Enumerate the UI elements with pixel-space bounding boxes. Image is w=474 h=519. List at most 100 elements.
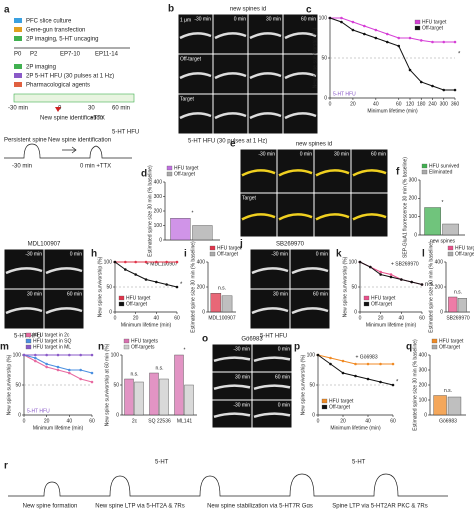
y-tick-label: 50 <box>106 284 112 290</box>
point <box>155 260 158 264</box>
point <box>389 275 393 279</box>
legend-label: HFU target <box>126 295 151 301</box>
point <box>442 88 446 92</box>
series-line <box>329 17 455 91</box>
point <box>90 380 94 384</box>
time-label: -30 min <box>194 16 211 22</box>
legend: 5-HT HFU (30 pulses at 1 Hz) <box>188 139 267 145</box>
dendrite <box>179 32 212 40</box>
step: PFC slice culture <box>26 19 72 25</box>
point <box>165 283 168 286</box>
step: Gene-gun transfection <box>26 28 85 34</box>
legend-label: Off-target <box>126 301 148 307</box>
dendrite <box>284 32 317 40</box>
step-swatch <box>14 18 22 23</box>
dendrite <box>278 169 313 177</box>
legend-swatch <box>166 165 173 171</box>
point <box>453 88 457 92</box>
point <box>68 353 71 357</box>
y-tick-label: 0 <box>324 95 327 101</box>
y-tick-label: 400 <box>197 259 206 265</box>
annotation: * <box>180 282 183 288</box>
note: 5-HT HFU <box>333 91 356 97</box>
y-tick-label: 300 <box>419 367 428 373</box>
panel-title: Gö6983 <box>241 337 263 343</box>
y-tick-label: 0 <box>116 412 119 418</box>
annotation: n.s. <box>454 289 462 295</box>
bar <box>149 372 159 416</box>
legend-label: HFU target in ML <box>33 344 71 350</box>
annotation: * <box>192 211 194 217</box>
y-tick-label: 400 <box>154 179 163 185</box>
point <box>410 280 413 284</box>
point <box>124 268 127 271</box>
step-swatch <box>14 27 22 32</box>
dendrite <box>352 169 387 177</box>
protocol: Pharmacological agents <box>26 83 90 89</box>
y-tick-label: 100 <box>349 259 358 265</box>
point <box>34 359 37 363</box>
panel-label: q <box>406 342 412 353</box>
annotation: n.s. <box>425 282 435 288</box>
legend-swatch <box>421 169 428 175</box>
row-label: Target <box>180 96 195 102</box>
panel-title: SB269970 <box>276 242 305 248</box>
bar <box>221 295 233 313</box>
legend-swatch <box>209 245 216 251</box>
annotation: n.s. <box>218 286 226 292</box>
note: New spine identification <box>48 138 111 144</box>
dendrite <box>214 112 247 120</box>
x-tick-label: new spines <box>430 238 456 244</box>
legend-swatch <box>166 171 173 177</box>
time-label: 0 min <box>316 251 328 257</box>
panel-label: d <box>141 169 147 180</box>
point <box>419 39 423 42</box>
time-label: 60 min <box>67 291 82 297</box>
x-tick-label: 20 <box>340 418 346 424</box>
y-tick-label: 0 <box>18 412 21 418</box>
time-label: 30 min <box>266 16 281 22</box>
legend-swatch <box>421 163 428 169</box>
point <box>90 353 94 357</box>
dendrite <box>278 213 313 221</box>
y-tick-label: 100 <box>319 15 328 21</box>
legend-label: HFU target <box>422 19 447 25</box>
panel-label: n <box>98 342 104 353</box>
point <box>79 368 82 372</box>
bar <box>447 396 462 416</box>
panel-label: i <box>184 249 187 260</box>
x-axis-label: Minimum lifetime (min) <box>33 425 84 431</box>
point <box>175 285 179 289</box>
point <box>45 362 48 366</box>
point <box>45 365 48 369</box>
x-tick-label: 20 <box>133 315 139 321</box>
legend-label: HFU target <box>174 165 199 171</box>
point <box>68 368 71 372</box>
y-tick-label: 0 <box>109 309 112 315</box>
annotation: * <box>396 380 399 386</box>
y-tick-label: 0 <box>354 309 357 315</box>
legend: 5-HT HFU <box>260 334 287 340</box>
point <box>374 28 378 32</box>
age: EP7-10 <box>60 52 81 58</box>
dendrite <box>213 412 251 418</box>
point <box>340 20 343 24</box>
x-axis-label: Minimum lifetime (min) <box>330 425 381 431</box>
point <box>175 260 179 264</box>
x-tick-label: 2c <box>132 418 138 424</box>
y-tick-label: 300 <box>409 177 418 183</box>
panel-label: f <box>396 167 400 178</box>
legend-label: Off-targets <box>131 344 155 350</box>
x-tick-label: 20 <box>350 101 356 107</box>
x-tick-label: 360 <box>451 101 460 107</box>
point <box>379 273 382 276</box>
point <box>56 368 60 372</box>
x-tick-label: 0 <box>329 101 332 107</box>
y-tick-label: 300 <box>154 194 163 200</box>
point <box>363 24 366 28</box>
dendrite <box>5 267 43 275</box>
bar <box>192 225 213 241</box>
dendrite <box>179 72 212 80</box>
x-axis-label: Minimum lifetime (min) <box>367 108 418 114</box>
x-tick-label: 40 <box>365 418 371 424</box>
